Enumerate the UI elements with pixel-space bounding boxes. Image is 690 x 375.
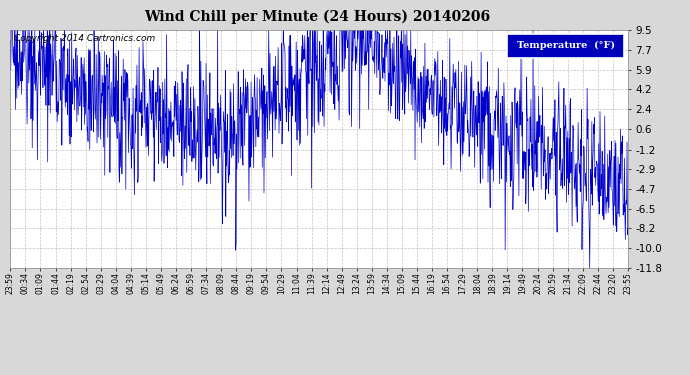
Text: Temperature  (°F): Temperature (°F) xyxy=(517,41,615,51)
Text: Copyright 2014 Cartronics.com: Copyright 2014 Cartronics.com xyxy=(14,34,155,43)
Text: Wind Chill per Minute (24 Hours) 20140206: Wind Chill per Minute (24 Hours) 2014020… xyxy=(144,9,491,24)
